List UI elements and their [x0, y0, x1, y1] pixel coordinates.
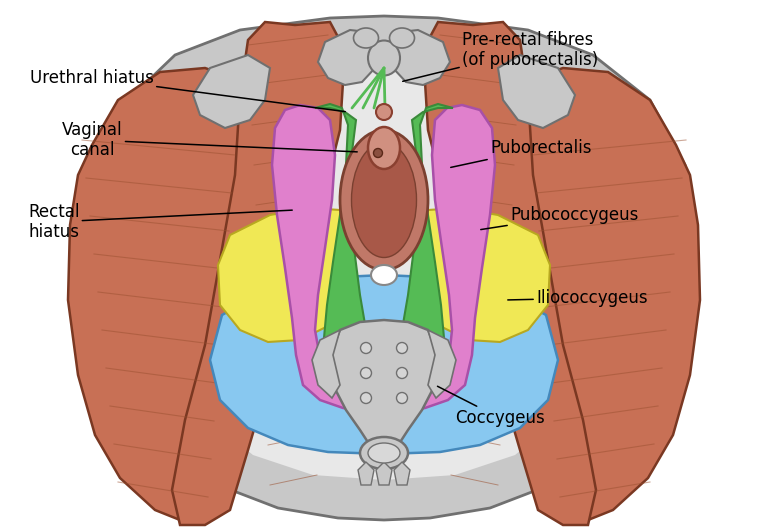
- Circle shape: [376, 104, 392, 120]
- Text: Vaginal
canal: Vaginal canal: [62, 121, 357, 159]
- Text: Urethral hiatus: Urethral hiatus: [30, 69, 346, 112]
- Polygon shape: [92, 250, 168, 385]
- Text: Pre-rectal fibres
(of puborectalis): Pre-rectal fibres (of puborectalis): [402, 31, 598, 81]
- Ellipse shape: [352, 142, 416, 258]
- Polygon shape: [88, 16, 690, 520]
- Polygon shape: [402, 104, 453, 372]
- Polygon shape: [583, 370, 660, 468]
- Polygon shape: [218, 208, 355, 342]
- Circle shape: [373, 149, 382, 158]
- Ellipse shape: [368, 443, 400, 463]
- Polygon shape: [516, 68, 700, 522]
- Polygon shape: [318, 30, 378, 85]
- Circle shape: [396, 342, 408, 353]
- Ellipse shape: [368, 41, 400, 76]
- Polygon shape: [376, 462, 392, 485]
- Polygon shape: [428, 330, 456, 398]
- Polygon shape: [312, 330, 340, 398]
- Ellipse shape: [340, 130, 428, 270]
- Circle shape: [396, 368, 408, 379]
- Polygon shape: [108, 370, 185, 468]
- Circle shape: [360, 368, 372, 379]
- Polygon shape: [68, 68, 252, 522]
- Polygon shape: [423, 22, 596, 525]
- Ellipse shape: [368, 127, 400, 169]
- Polygon shape: [394, 462, 410, 485]
- Ellipse shape: [389, 28, 415, 48]
- Ellipse shape: [360, 437, 408, 469]
- Polygon shape: [143, 42, 625, 480]
- Polygon shape: [600, 250, 676, 385]
- Polygon shape: [210, 275, 558, 454]
- Polygon shape: [390, 30, 450, 85]
- Ellipse shape: [371, 265, 397, 285]
- Polygon shape: [358, 462, 374, 485]
- Polygon shape: [356, 355, 412, 405]
- Polygon shape: [272, 105, 495, 413]
- Circle shape: [396, 393, 408, 404]
- Text: Puborectalis: Puborectalis: [451, 139, 591, 167]
- Text: Pubococcygeus: Pubococcygeus: [481, 206, 638, 230]
- Polygon shape: [315, 104, 366, 372]
- Polygon shape: [498, 55, 575, 128]
- Polygon shape: [413, 208, 550, 342]
- Polygon shape: [330, 320, 438, 458]
- Text: Coccygeus: Coccygeus: [438, 386, 545, 427]
- Circle shape: [360, 393, 372, 404]
- Polygon shape: [172, 22, 345, 525]
- Polygon shape: [193, 55, 270, 128]
- Text: Iliococcygeus: Iliococcygeus: [508, 289, 647, 307]
- Ellipse shape: [353, 28, 379, 48]
- Text: Rectal
hiatus: Rectal hiatus: [28, 203, 293, 241]
- Circle shape: [360, 342, 372, 353]
